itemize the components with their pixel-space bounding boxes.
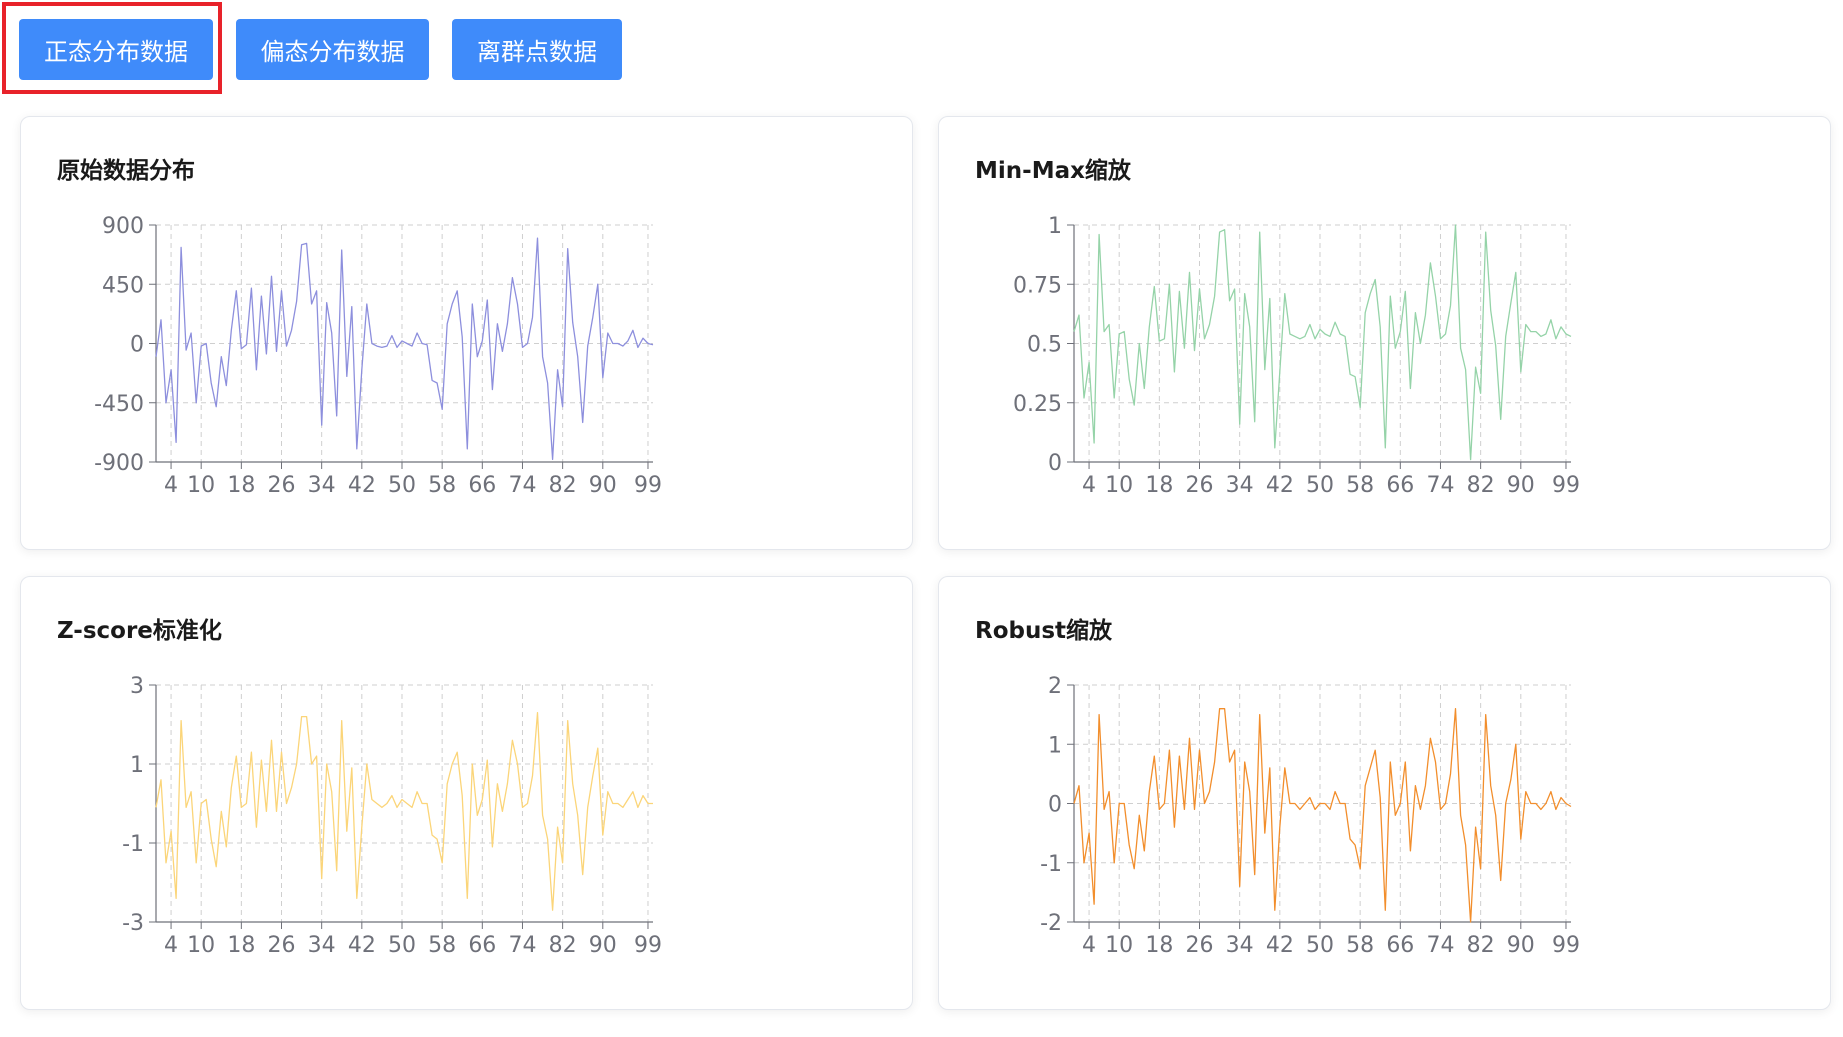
x-tick-label: 26 [268,473,296,498]
x-tick-label: 42 [1266,473,1294,498]
x-tick-label: 74 [1426,473,1454,498]
x-tick-label: 82 [549,933,577,958]
raw-data-chart: 900 450 0 -450 -900 4 10 18 26 34 42 50 58 66 74 82 90 99 [94,214,662,498]
x-tick-label: 4 [164,933,178,958]
x-tick-label: 10 [1105,933,1133,958]
x-tick-label: 50 [388,933,416,958]
x-tick-label: 50 [1306,933,1334,958]
y-tick-label: 3 [130,674,144,699]
x-tick-label: 34 [1226,473,1254,498]
y-tick-label: 2 [1048,674,1062,699]
y-tick-label: -3 [122,911,144,936]
x-tick-label: 66 [468,473,496,498]
y-tick-label: 0 [1048,793,1062,818]
robust-chart-card: Robust缩放 2 1 0 -1 -2 4 10 18 26 34 42 50 58 66 74 82 90 9… [938,576,1831,1010]
x-tick-label: 10 [187,933,215,958]
x-tick-label: 99 [1552,933,1580,958]
y-tick-label: 0.25 [1013,392,1062,417]
x-tick-label: 66 [1386,933,1414,958]
y-tick-label: -1 [122,832,144,857]
chart-title: Z-score标准化 [57,618,222,644]
chart-title: Min-Max缩放 [975,158,1131,184]
x-tick-label: 18 [227,473,255,498]
x-tick-label: 34 [1226,933,1254,958]
y-tick-label: -450 [94,392,144,417]
x-tick-label: 74 [508,933,536,958]
minmax-chart: 1 0.75 0.5 0.25 04 10 18 26 34 42 50 58 66 74 82 90 99 [1013,214,1580,498]
x-tick-label: 99 [634,933,662,958]
x-tick-label: 4 [1082,933,1096,958]
series-line [155,712,653,911]
series-line [1073,708,1572,923]
x-tick-label: 90 [1507,473,1535,498]
x-tick-label: 82 [549,473,577,498]
x-tick-label: 10 [187,473,215,498]
x-tick-label: 34 [308,473,336,498]
x-tick-label: 26 [268,933,296,958]
y-tick-label: 1 [1048,214,1062,239]
y-tick-label: 450 [102,273,144,298]
x-tick-label: 66 [468,933,496,958]
x-tick-label: 58 [1346,473,1374,498]
x-tick-label: 99 [1552,473,1580,498]
y-tick-label: 0.75 [1013,273,1062,298]
y-tick-label: -900 [94,451,144,476]
x-tick-label: 42 [348,933,376,958]
y-tick-label: 0.5 [1027,333,1062,358]
outlier-data-button[interactable]: 离群点数据 [452,19,622,80]
x-tick-label: 82 [1467,473,1495,498]
x-tick-label: 66 [1386,473,1414,498]
normal-distribution-button[interactable]: 正态分布数据 [19,19,213,80]
x-tick-label: 42 [348,473,376,498]
x-tick-label: 18 [1145,473,1173,498]
zscore-chart: 3 1 -1 -3 4 10 18 26 34 42 50 58 66 74 82 90 99 [122,674,662,958]
series-line [1073,224,1572,461]
x-tick-label: 26 [1186,473,1214,498]
x-tick-label: 74 [508,473,536,498]
x-tick-label: 90 [589,473,617,498]
raw-data-chart-card: 原始数据分布 900 450 0 -450 -900 4 10 18 26 34 42 50 58 66 7… [20,116,913,550]
y-tick-label: 1 [1048,733,1062,758]
x-tick-label: 99 [634,473,662,498]
y-tick-label: 0 [1048,451,1062,476]
x-tick-label: 58 [428,473,456,498]
x-tick-label: 50 [1306,473,1334,498]
robust-chart: 210-1-24 10 18 26 34 42 50 58 66 74 82 90 99 [1040,674,1580,958]
chart-title: Robust缩放 [975,618,1113,644]
series-line [155,237,654,461]
minmax-chart-card: Min-Max缩放 1 0.75 0.5 0.25 0 4 10 18 26 34 42 50 58 66… [938,116,1831,550]
x-tick-label: 4 [1082,473,1096,498]
zscore-chart-card: Z-score标准化 3 1 -1 -3 4 10 18 26 34 42 50 58 66 74 82 90… [20,576,913,1010]
x-tick-label: 90 [589,933,617,958]
x-tick-label: 50 [388,473,416,498]
x-tick-label: 74 [1426,933,1454,958]
toolbar: 正态分布数据 偏态分布数据 离群点数据 [0,0,1843,100]
x-tick-label: 58 [1346,933,1374,958]
x-tick-label: 34 [308,933,336,958]
x-tick-label: 26 [1186,933,1214,958]
y-tick-label: 0 [130,333,144,358]
x-tick-label: 58 [428,933,456,958]
y-tick-label: 1 [130,753,144,778]
x-tick-label: 18 [1145,933,1173,958]
x-tick-label: 82 [1467,933,1495,958]
chart-title: 原始数据分布 [57,158,195,184]
y-tick-label: -1 [1040,852,1062,877]
y-tick-label: 900 [102,214,144,239]
x-tick-label: 90 [1507,933,1535,958]
x-tick-label: 4 [164,473,178,498]
skewed-distribution-button[interactable]: 偏态分布数据 [236,19,429,80]
x-tick-label: 18 [227,933,255,958]
x-tick-label: 10 [1105,473,1133,498]
x-tick-label: 42 [1266,933,1294,958]
y-tick-label: -2 [1040,911,1062,936]
